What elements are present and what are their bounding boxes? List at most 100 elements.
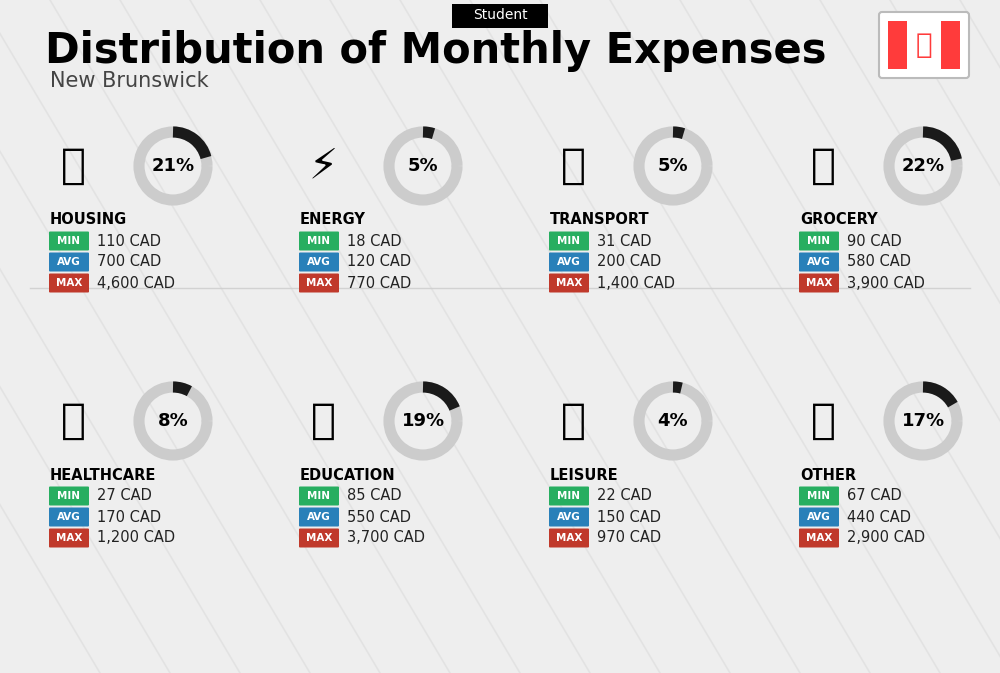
Text: 700 CAD: 700 CAD [97,254,161,269]
FancyBboxPatch shape [799,528,839,548]
FancyBboxPatch shape [299,232,339,250]
Text: ⚡: ⚡ [308,145,338,187]
FancyBboxPatch shape [549,507,589,526]
Text: MAX: MAX [806,278,832,288]
Bar [941,21,960,69]
Text: AVG: AVG [57,257,81,267]
FancyBboxPatch shape [549,232,589,250]
Text: 💓: 💓 [60,400,86,442]
Text: MIN: MIN [58,491,80,501]
FancyBboxPatch shape [549,487,589,505]
Text: ENERGY: ENERGY [300,213,366,227]
Text: MIN: MIN [308,236,330,246]
Text: 1,400 CAD: 1,400 CAD [597,275,675,291]
Text: 5%: 5% [658,157,688,175]
FancyBboxPatch shape [49,232,89,250]
Text: 4%: 4% [658,412,688,430]
Text: MAX: MAX [306,533,332,543]
Text: TRANSPORT: TRANSPORT [550,213,650,227]
Text: AVG: AVG [307,512,331,522]
Text: AVG: AVG [307,257,331,267]
Text: 3,900 CAD: 3,900 CAD [847,275,925,291]
Text: 90 CAD: 90 CAD [847,234,902,248]
Text: 21%: 21% [151,157,195,175]
Text: LEISURE: LEISURE [550,468,619,483]
Text: 27 CAD: 27 CAD [97,489,152,503]
Text: 1,200 CAD: 1,200 CAD [97,530,175,546]
Text: MAX: MAX [806,533,832,543]
Text: 85 CAD: 85 CAD [347,489,402,503]
Text: MIN: MIN [308,491,330,501]
Text: AVG: AVG [807,512,831,522]
Text: HEALTHCARE: HEALTHCARE [50,468,156,483]
Text: 5%: 5% [408,157,438,175]
Text: Distribution of Monthly Expenses: Distribution of Monthly Expenses [45,30,826,72]
Text: 🛒: 🛒 [810,145,836,187]
Text: MIN: MIN [58,236,80,246]
Text: AVG: AVG [557,257,581,267]
FancyBboxPatch shape [799,507,839,526]
FancyBboxPatch shape [549,528,589,548]
Text: New Brunswick: New Brunswick [50,71,209,91]
Bar [888,21,907,69]
Text: AVG: AVG [557,512,581,522]
Text: MAX: MAX [306,278,332,288]
Text: 🎓: 🎓 [310,400,336,442]
Text: MAX: MAX [56,533,82,543]
FancyBboxPatch shape [549,252,589,271]
FancyBboxPatch shape [299,528,339,548]
Text: 🏢: 🏢 [60,145,86,187]
Text: AVG: AVG [57,512,81,522]
FancyBboxPatch shape [879,12,969,78]
Text: 3,700 CAD: 3,700 CAD [347,530,425,546]
Text: 110 CAD: 110 CAD [97,234,161,248]
FancyBboxPatch shape [452,4,548,28]
FancyBboxPatch shape [299,507,339,526]
FancyBboxPatch shape [799,252,839,271]
Text: 19%: 19% [401,412,445,430]
Text: OTHER: OTHER [800,468,856,483]
Text: MAX: MAX [556,533,582,543]
FancyBboxPatch shape [299,252,339,271]
Text: MAX: MAX [56,278,82,288]
Text: 4,600 CAD: 4,600 CAD [97,275,175,291]
Text: 150 CAD: 150 CAD [597,509,661,524]
FancyBboxPatch shape [799,487,839,505]
Text: 31 CAD: 31 CAD [597,234,652,248]
Text: 2,900 CAD: 2,900 CAD [847,530,925,546]
Text: 770 CAD: 770 CAD [347,275,411,291]
Text: 🚌: 🚌 [560,145,586,187]
Text: HOUSING: HOUSING [50,213,127,227]
Text: 🛍: 🛍 [560,400,586,442]
Text: 18 CAD: 18 CAD [347,234,402,248]
FancyBboxPatch shape [49,528,89,548]
Text: 580 CAD: 580 CAD [847,254,911,269]
Text: AVG: AVG [807,257,831,267]
Text: GROCERY: GROCERY [800,213,878,227]
Text: 8%: 8% [158,412,188,430]
FancyBboxPatch shape [299,273,339,293]
Text: MIN: MIN [558,491,580,501]
Text: MIN: MIN [808,236,830,246]
FancyBboxPatch shape [799,232,839,250]
Text: Student: Student [473,8,527,22]
Text: 200 CAD: 200 CAD [597,254,661,269]
FancyBboxPatch shape [49,273,89,293]
Text: 💰: 💰 [810,400,836,442]
Text: 🍁: 🍁 [916,31,932,59]
Text: 67 CAD: 67 CAD [847,489,902,503]
Text: MIN: MIN [558,236,580,246]
FancyBboxPatch shape [549,273,589,293]
Text: 170 CAD: 170 CAD [97,509,161,524]
Text: 120 CAD: 120 CAD [347,254,411,269]
FancyBboxPatch shape [49,252,89,271]
FancyBboxPatch shape [299,487,339,505]
Text: 440 CAD: 440 CAD [847,509,911,524]
Text: 550 CAD: 550 CAD [347,509,411,524]
Text: MIN: MIN [808,491,830,501]
FancyBboxPatch shape [49,487,89,505]
Text: 970 CAD: 970 CAD [597,530,661,546]
Text: EDUCATION: EDUCATION [300,468,396,483]
Text: 22%: 22% [901,157,945,175]
Text: 22 CAD: 22 CAD [597,489,652,503]
